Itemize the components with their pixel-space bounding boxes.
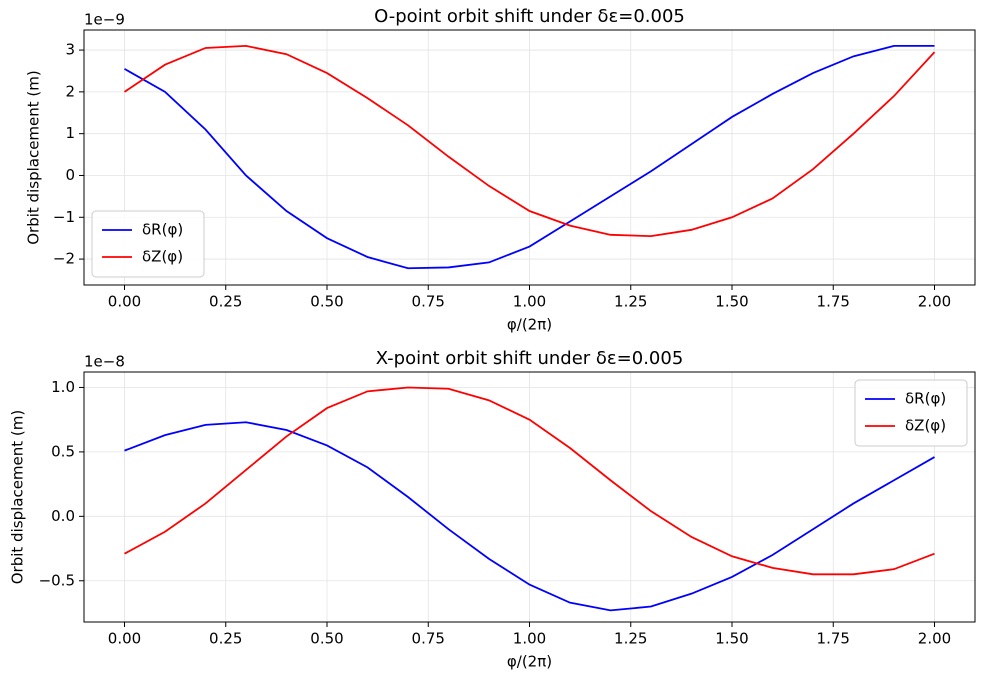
- x-axis-label: φ/(2π): [507, 316, 552, 334]
- x-tick-label: 0.25: [209, 293, 242, 311]
- series-line: [124, 44, 935, 270]
- series-line: [124, 421, 935, 612]
- x-tick-label: 0.25: [209, 630, 242, 648]
- series-line: [123, 44, 936, 237]
- y-tick-label: 1.0: [51, 378, 75, 396]
- y-tick-label: −1: [53, 208, 75, 226]
- chart-title: O-point orbit shift under δε=0.005: [374, 6, 685, 27]
- y-tick-label: 0.0: [51, 507, 75, 525]
- x-tick-label: 0.50: [310, 293, 343, 311]
- y-tick-label: 3: [65, 41, 75, 59]
- y-tick-label: −2: [53, 250, 75, 268]
- x-tick-label: 2.00: [918, 630, 951, 648]
- legend-box: [854, 379, 968, 447]
- offset-text: 1e−9: [84, 11, 125, 29]
- legend-label: δR(φ): [905, 390, 946, 408]
- x-tick-label: 1.50: [715, 630, 748, 648]
- y-axis-label: Orbit displacement (m): [9, 410, 27, 585]
- y-tick-label: 2: [65, 82, 75, 100]
- chart-title: X-point orbit shift under δε=0.005: [376, 348, 684, 369]
- y-axis-label: Orbit displacement (m): [25, 70, 43, 245]
- x-tick-label: 1.75: [817, 630, 850, 648]
- x-tick-label: 1.50: [715, 293, 748, 311]
- x-tick-label: 1.25: [614, 630, 647, 648]
- x-tick-label: 2.00: [918, 293, 951, 311]
- x-tick-label: 0.00: [108, 630, 141, 648]
- x-tick-label: 0.75: [412, 293, 445, 311]
- legend-box: [91, 210, 205, 278]
- series-line: [124, 386, 935, 576]
- x-tick-label: 1.00: [513, 293, 546, 311]
- legend: δR(φ) δZ(φ): [854, 379, 968, 447]
- x-tick-label: 1.75: [817, 293, 850, 311]
- y-tick-label: −0.5: [39, 571, 75, 589]
- legend: δR(φ) δZ(φ): [91, 210, 205, 278]
- y-tick-label: 0.5: [51, 442, 75, 460]
- offset-text: 1e−8: [84, 353, 125, 371]
- legend-label: δR(φ): [142, 221, 183, 239]
- x-tick-label: 0.00: [108, 293, 141, 311]
- y-tick-label: 1: [65, 124, 75, 142]
- y-tick-label: 0: [65, 166, 75, 184]
- axes-frame: [83, 29, 976, 286]
- x-tick-label: 0.50: [310, 630, 343, 648]
- axes-frame: [83, 371, 976, 623]
- legend-label: δZ(φ): [905, 417, 946, 435]
- x-tick-label: 1.25: [614, 293, 647, 311]
- x-tick-label: 1.00: [513, 630, 546, 648]
- x-tick-label: 0.75: [412, 630, 445, 648]
- legend-label: δZ(φ): [142, 248, 183, 266]
- x-axis-label: φ/(2π): [507, 653, 552, 671]
